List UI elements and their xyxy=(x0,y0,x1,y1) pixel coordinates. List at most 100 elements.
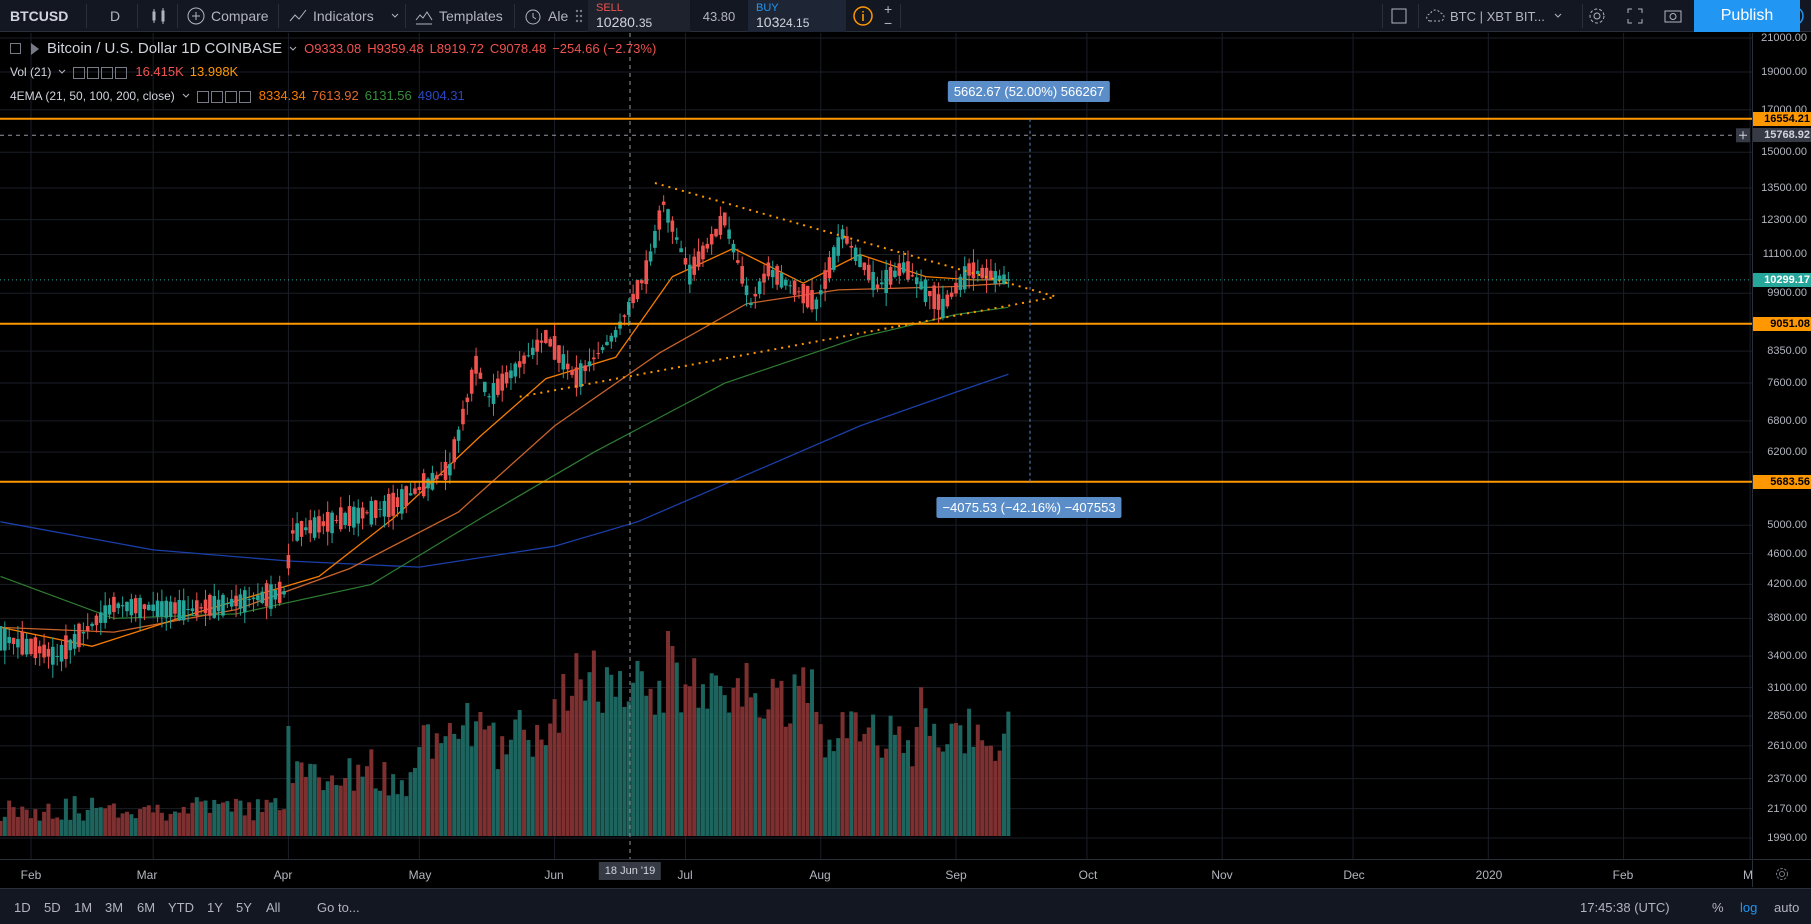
candle-body xyxy=(133,598,138,614)
collapse-icon[interactable] xyxy=(10,43,21,54)
compare-button[interactable]: Compare xyxy=(185,0,269,32)
indicators-dropdown[interactable] xyxy=(390,0,400,32)
volume-bar xyxy=(360,776,365,836)
play-button[interactable] xyxy=(1783,0,1805,32)
sell-button[interactable]: SELL 10280.35 xyxy=(588,0,690,32)
settings-button[interactable] xyxy=(1586,0,1608,32)
time-axis[interactable]: M Feb 2020 Dec Nov Oct Sep Aug Jul Jun May Apr Mar Fe… xyxy=(0,859,1753,887)
indicator-controls[interactable] xyxy=(196,88,253,103)
publish-button[interactable]: Publish xyxy=(1694,0,1800,32)
candle-body xyxy=(818,290,823,295)
templates-button[interactable]: Templates xyxy=(413,0,503,32)
volume-bar xyxy=(914,726,919,836)
candle-body xyxy=(90,623,94,627)
volume-bar xyxy=(194,797,199,836)
chevron-down-icon[interactable] xyxy=(57,67,67,77)
percent-scale-toggle[interactable]: % xyxy=(1712,899,1724,915)
chart-style-button[interactable] xyxy=(148,0,170,32)
candle-body xyxy=(77,623,81,648)
buy-button[interactable]: BUY 10324.15 xyxy=(748,0,846,32)
volume-bar xyxy=(369,749,374,836)
goto-date-button[interactable]: Go to... xyxy=(317,899,360,915)
volume-bar xyxy=(103,808,108,836)
plus-icon[interactable]: + xyxy=(884,1,893,17)
candle-body xyxy=(801,283,806,304)
volume-bar xyxy=(722,695,727,836)
volume-bar xyxy=(709,673,714,836)
candle-body xyxy=(766,262,771,277)
candle-body xyxy=(138,597,142,619)
candle-body xyxy=(544,330,548,343)
measure-label-down: −4075.53 (−42.16%) −407553 xyxy=(936,497,1122,518)
candle-body xyxy=(557,345,561,363)
price-tick-label: 6800.00 xyxy=(1767,414,1807,427)
volume-bar xyxy=(779,680,784,836)
volume-bar xyxy=(993,760,998,836)
volume-bar xyxy=(330,775,335,836)
price-axis[interactable]: 21000.00 19000.00 17000.00 15000.00 13500.00… xyxy=(1752,32,1811,859)
chart-pane[interactable]: Bitcoin / U.S. Dollar 1D COINBASE O9333.… xyxy=(0,33,1752,859)
axis-settings-button[interactable] xyxy=(1752,859,1811,887)
volume-bar xyxy=(657,680,662,836)
volume-bar xyxy=(295,761,300,836)
range-button-6m[interactable]: 6M xyxy=(137,899,156,915)
zoom-controls[interactable]: + − xyxy=(884,0,892,32)
candle-body xyxy=(325,511,330,532)
candle-body xyxy=(609,335,614,342)
volume-bar xyxy=(255,799,260,836)
volume-bar xyxy=(76,813,81,836)
indicator-controls[interactable] xyxy=(73,64,129,79)
info-button[interactable] xyxy=(852,0,874,32)
candle-body xyxy=(496,378,500,395)
candle-body xyxy=(216,599,221,612)
candle-body xyxy=(195,600,199,616)
minus-icon[interactable]: − xyxy=(884,15,893,31)
indicators-button[interactable]: Indicators xyxy=(287,0,374,32)
chevron-down-icon[interactable] xyxy=(181,91,191,101)
symbol-search[interactable]: BTCUSD xyxy=(10,8,69,24)
alerts-button[interactable]: Ale xyxy=(522,0,568,32)
range-button-3m[interactable]: 3M xyxy=(105,899,124,915)
price-chart[interactable] xyxy=(0,33,1752,859)
candle-body xyxy=(967,263,971,276)
range-button-1d[interactable]: 1D xyxy=(14,899,31,915)
range-button-ytd[interactable]: YTD xyxy=(168,899,194,915)
volume-bar xyxy=(792,674,797,836)
volume-bar xyxy=(844,738,849,836)
chevron-down-icon[interactable] xyxy=(288,44,298,54)
candle-body xyxy=(295,523,299,541)
candle-body xyxy=(299,521,304,537)
candle-body xyxy=(474,355,478,374)
volume-bar xyxy=(827,739,832,836)
candle-body xyxy=(535,339,539,352)
layout-button[interactable] xyxy=(1388,0,1410,32)
price-tag-level-low: 5683.56 xyxy=(1753,474,1811,489)
snapshot-button[interactable] xyxy=(1662,0,1684,32)
volume-bar xyxy=(748,697,753,836)
interval-button[interactable]: D xyxy=(110,8,121,24)
log-scale-toggle[interactable]: log xyxy=(1740,899,1758,915)
range-button-5d[interactable]: 5D xyxy=(44,899,61,915)
candle-body xyxy=(858,254,862,268)
volume-bar xyxy=(910,766,915,836)
time-tick-label: Apr xyxy=(273,868,293,882)
candle-body xyxy=(644,260,649,285)
drag-handle[interactable] xyxy=(574,0,584,32)
fullscreen-button[interactable] xyxy=(1624,0,1646,32)
range-button-1m[interactable]: 1M xyxy=(74,899,93,915)
range-button-1y[interactable]: 1Y xyxy=(207,899,223,915)
range-button-5y[interactable]: 5Y xyxy=(236,899,252,915)
volume-bar xyxy=(927,735,932,836)
broker-selector[interactable]: BTC | XBT BIT... xyxy=(1424,0,1563,32)
range-button-all[interactable]: All xyxy=(266,899,281,915)
auto-scale-toggle[interactable]: auto xyxy=(1774,899,1800,915)
volume-bar xyxy=(1006,711,1011,836)
candle-body xyxy=(439,474,443,476)
volume-bar xyxy=(871,714,876,836)
volume-bar xyxy=(50,818,55,836)
candle-body xyxy=(583,365,587,372)
volume-bar xyxy=(290,783,295,836)
candle-body xyxy=(513,363,518,377)
volume-bar xyxy=(587,672,592,836)
volume-bar xyxy=(530,756,535,836)
